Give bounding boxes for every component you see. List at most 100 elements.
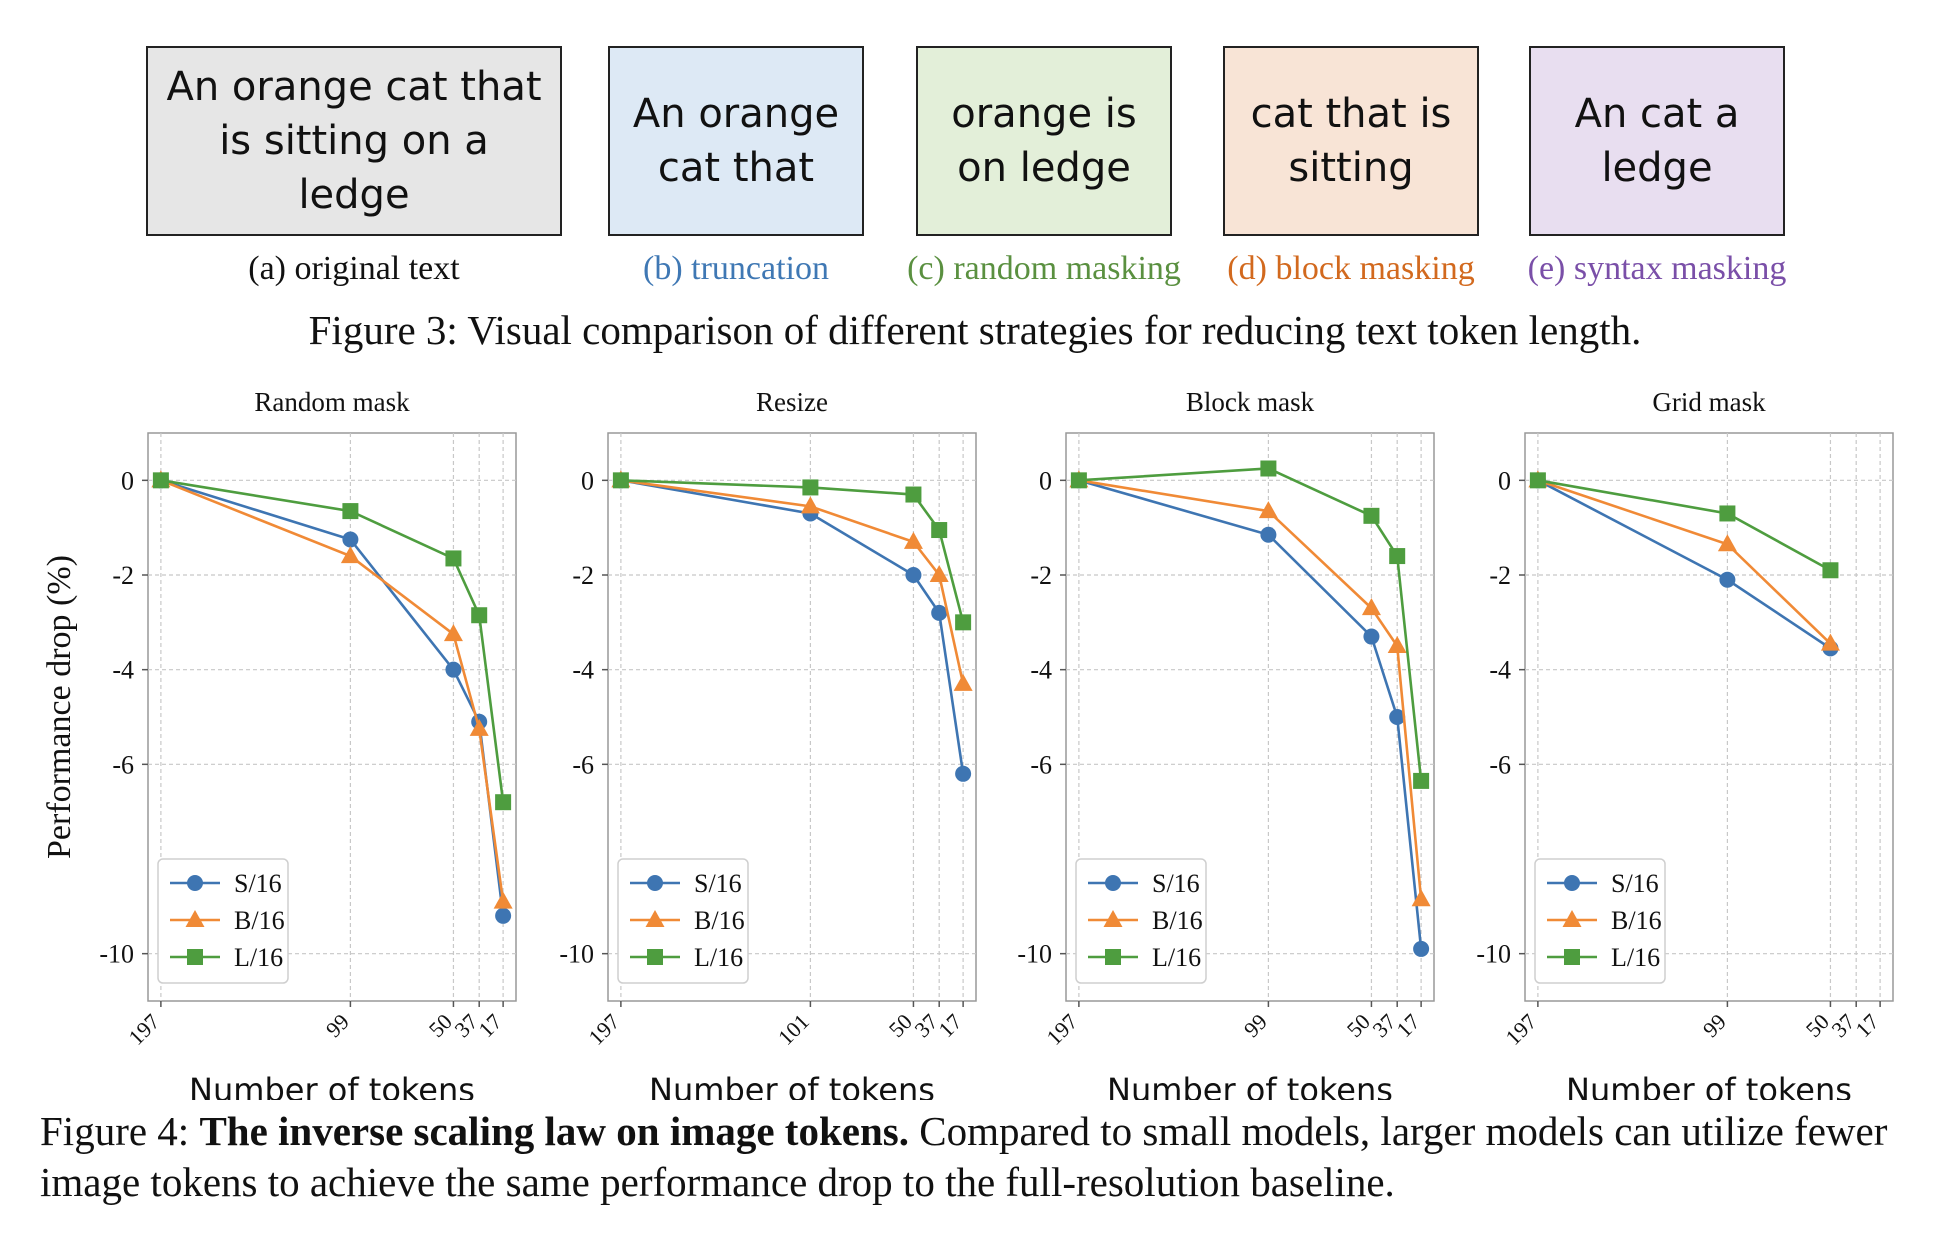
- series-b-16: [1069, 470, 1431, 907]
- data-point: [1719, 505, 1736, 522]
- y-tick-label: -4: [112, 656, 134, 685]
- y-tick-label: -6: [112, 750, 134, 779]
- text-box-original: An orange cat that is sitting on a ledge: [146, 46, 562, 236]
- y-tick-label: -4: [1489, 656, 1511, 685]
- x-tick-label: 197: [1500, 1009, 1541, 1050]
- figure-3: An orange cat that is sitting on a ledge…: [0, 0, 1950, 300]
- y-tick-label: -4: [572, 656, 594, 685]
- data-point: [1363, 628, 1380, 645]
- series-l-16: [1070, 460, 1430, 789]
- y-axis-label: Performance drop (%): [41, 555, 78, 859]
- data-point: [445, 550, 462, 567]
- legend-label: B/16: [234, 906, 285, 935]
- data-point: [955, 765, 972, 782]
- x-axis-label: Number of tokens: [649, 1071, 935, 1100]
- data-point: [905, 486, 922, 503]
- data-point: [802, 479, 819, 496]
- y-tick-label: 0: [1498, 466, 1511, 495]
- chart-title: Block mask: [1186, 387, 1315, 417]
- y-tick-label: -10: [1017, 940, 1052, 969]
- data-point: [1258, 501, 1278, 519]
- caption-block-masking: (d) block masking: [1227, 250, 1475, 287]
- y-tick-label: -2: [1030, 561, 1052, 590]
- data-point: [152, 472, 169, 489]
- legend-marker: [187, 875, 203, 891]
- series-l-16: [612, 472, 972, 631]
- x-tick-label: 197: [1041, 1009, 1082, 1050]
- legend-marker: [187, 949, 203, 965]
- series-l-16: [1529, 472, 1839, 579]
- x-axis-label: Number of tokens: [1566, 1071, 1852, 1100]
- x-tick-label: 17: [1391, 1009, 1424, 1042]
- data-point: [493, 891, 513, 909]
- legend-marker: [1105, 949, 1121, 965]
- x-tick-label: 99: [321, 1009, 354, 1042]
- chart-title: Resize: [756, 387, 828, 417]
- x-tick-label: 17: [473, 1009, 506, 1042]
- data-point: [1260, 526, 1277, 543]
- data-point: [929, 565, 949, 582]
- legend-label: B/16: [1152, 906, 1203, 935]
- figure-4-caption: Figure 4: The inverse scaling law on ima…: [40, 1106, 1920, 1208]
- y-tick-label: -2: [572, 561, 594, 590]
- data-point: [340, 546, 360, 564]
- caption-original: (a) original text: [248, 250, 460, 287]
- figure-4-label: Figure 4:: [40, 1108, 190, 1154]
- y-tick-label: -6: [1489, 750, 1511, 779]
- legend-marker: [1562, 910, 1582, 927]
- legend-marker: [1105, 875, 1121, 891]
- text-box-syntax-masking: An cat a ledge: [1529, 46, 1785, 236]
- legend-label: L/16: [234, 943, 283, 972]
- legend-marker: [185, 910, 205, 927]
- data-point: [471, 607, 488, 624]
- caption-random-masking: (c) random masking: [907, 250, 1181, 287]
- legend: S/16 B/16 L/16: [157, 858, 289, 984]
- data-point: [1820, 633, 1840, 651]
- data-point: [905, 567, 922, 583]
- text-box-random-masking: orange is on ledge: [916, 46, 1172, 236]
- data-point: [1260, 460, 1277, 477]
- figure-4-text: Compared to small models, larger models …: [40, 1108, 1888, 1205]
- y-tick-label: -10: [1476, 940, 1511, 969]
- x-axis-label: Number of tokens: [1107, 1071, 1393, 1100]
- legend-label: L/16: [1152, 943, 1201, 972]
- data-point: [1822, 562, 1839, 579]
- y-tick-label: 0: [581, 466, 594, 495]
- legend-marker: [647, 949, 663, 965]
- series-l-16: [152, 472, 512, 811]
- data-point: [1363, 507, 1380, 524]
- data-point: [469, 718, 489, 736]
- legend-marker: [645, 910, 665, 927]
- chart-title: Grid mask: [1652, 387, 1766, 417]
- figure-3-caption: Figure 3: Visual comparison of different…: [308, 307, 1642, 353]
- caption-truncation: (b) truncation: [643, 250, 829, 287]
- data-point: [1529, 472, 1546, 489]
- legend-label: S/16: [694, 869, 742, 898]
- data-point: [1413, 940, 1430, 957]
- chart-title: Random mask: [254, 387, 410, 417]
- x-tick-label: 101: [773, 1009, 814, 1050]
- data-point: [931, 604, 948, 621]
- data-point: [1387, 636, 1407, 653]
- y-tick-label: 0: [1039, 466, 1052, 495]
- y-tick-label: -6: [1030, 750, 1052, 779]
- legend-label: S/16: [1152, 869, 1200, 898]
- legend-marker: [1103, 910, 1123, 927]
- legend-label: L/16: [694, 943, 743, 972]
- data-point: [1389, 709, 1406, 725]
- legend-marker: [1564, 875, 1580, 891]
- plot-area: [607, 432, 977, 1002]
- data-point: [931, 522, 948, 539]
- data-point: [953, 673, 973, 691]
- data-point: [1361, 598, 1381, 616]
- legend-label: B/16: [1611, 906, 1662, 935]
- data-point: [1411, 889, 1431, 907]
- data-point: [495, 907, 512, 924]
- x-tick-label: 99: [1239, 1009, 1272, 1042]
- data-point: [342, 531, 359, 548]
- y-tick-label: -2: [1489, 561, 1511, 590]
- figure-4-title: The inverse scaling law on image tokens.: [199, 1108, 909, 1154]
- y-tick-label: -4: [1030, 656, 1052, 685]
